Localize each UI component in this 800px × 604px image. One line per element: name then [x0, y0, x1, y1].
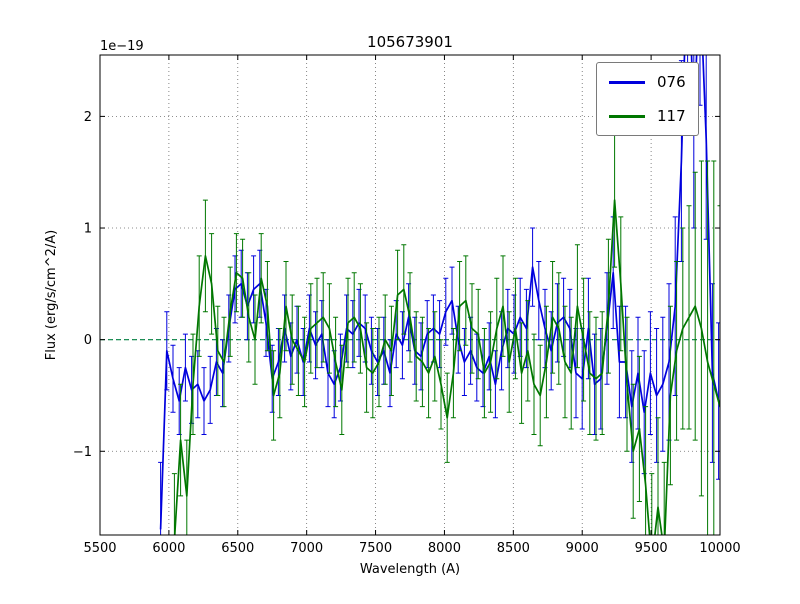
legend-line-117-icon: [609, 114, 645, 118]
y-axis-label: Flux (erg/s/cm^2/A): [44, 230, 59, 360]
x-tick-label: 7000: [290, 541, 323, 556]
y-tick-label: −1: [73, 445, 92, 460]
legend-label-076: 076: [657, 73, 686, 91]
tick-labels: 5500 6000 6500 7000 7500 8000 8500 9000 9500 1000…: [73, 110, 741, 556]
y-tick-label: 2: [84, 110, 92, 125]
x-tick-label: 8000: [428, 541, 461, 556]
x-tick-label: 10000: [699, 541, 740, 556]
x-tick-label: 9500: [635, 541, 668, 556]
axes-frame: [99, 54, 721, 536]
y-tick-label: 1: [84, 222, 92, 237]
data-layer: [158, 55, 720, 535]
x-tick-label: 5500: [83, 541, 116, 556]
axis-ticks: [99, 55, 721, 535]
axes-border: [99, 54, 721, 536]
legend-label-117: 117: [657, 107, 686, 125]
y-tick-label: 0: [84, 333, 92, 348]
x-tick-label: 8500: [497, 541, 530, 556]
legend-line-076-icon: [609, 80, 645, 84]
x-tick-label: 9000: [566, 541, 599, 556]
x-axis-label: Wavelength (A): [360, 562, 460, 577]
x-tick-label: 7500: [359, 541, 392, 556]
y-axis-offset-text: 1e−19: [100, 39, 144, 54]
series-076-line: [159, 55, 720, 530]
series-117-errorbars: [171, 132, 720, 535]
x-tick-label: 6000: [152, 541, 185, 556]
legend-entry-117: 117: [609, 104, 686, 128]
chart-title: 105673901: [367, 33, 453, 51]
series-117-line: [173, 199, 720, 535]
x-tick-label: 6500: [221, 541, 254, 556]
legend-entry-076: 076: [609, 70, 686, 94]
legend: 076 117: [596, 62, 699, 136]
